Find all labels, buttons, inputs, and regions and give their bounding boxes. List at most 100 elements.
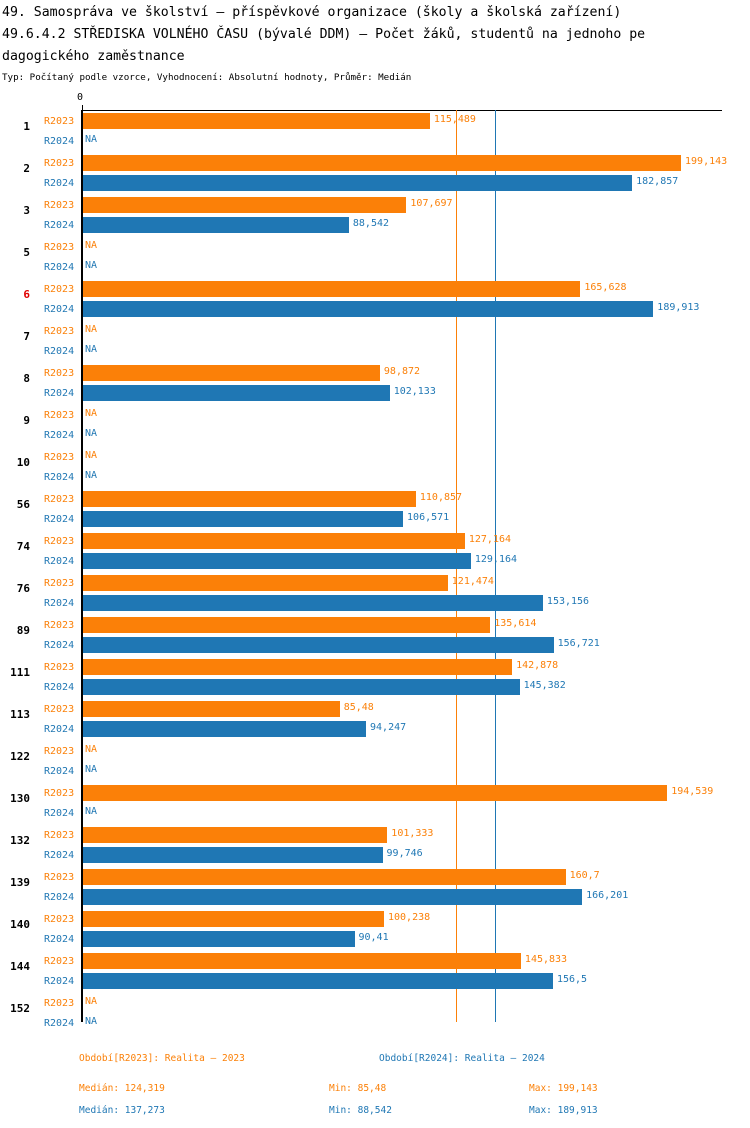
row-category-label: 140	[10, 918, 30, 931]
series-label-s2024: R2024	[44, 388, 75, 399]
chart-row-group: 10 R2023 NA R2024 NA	[0, 447, 750, 489]
bar-s2023[interactable]	[83, 785, 668, 801]
bar-s2024[interactable]	[83, 385, 390, 401]
bar-value-label-s2023: 115,489	[433, 114, 476, 125]
bar-value-label-s2023: 100,238	[388, 912, 431, 923]
row-category-label: 8	[23, 372, 30, 385]
bar-value-label-s2023: 145,833	[524, 954, 568, 965]
chart-header: 49. Samospráva ve školství – příspěvkové…	[0, 0, 750, 85]
bar-s2024[interactable]	[83, 175, 633, 191]
bar-s2024[interactable]	[83, 931, 355, 947]
series-label-s2024: R2024	[44, 682, 75, 693]
bar-value-label-s2024: 106,571	[407, 512, 450, 523]
bar-value-label-s2023: 110,857	[419, 492, 463, 503]
row-category-label: 5	[23, 246, 30, 259]
bar-s2024[interactable]	[83, 973, 553, 989]
row-category-label: 130	[10, 792, 30, 805]
title-line-2: 49.6.4.2 STŘEDISKA VOLNÉHO ČASU (bývalé …	[2, 27, 646, 42]
bar-value-label-s2023: 107,697	[410, 198, 453, 209]
bar-s2024[interactable]	[83, 217, 349, 233]
chart-row-group: 74 R2023 127,164 R2024 129,164	[0, 531, 750, 573]
chart-row-group: 76 R2023 121,474 R2024 153,156	[0, 573, 750, 615]
bar-value-label-s2023: 165,628	[584, 282, 627, 293]
bar-value-label-s2023: 85,48	[343, 702, 374, 713]
series-label-s2024: R2024	[44, 262, 75, 273]
bar-s2024[interactable]	[83, 553, 471, 569]
bar-value-label-s2023: 121,474	[451, 576, 494, 587]
title-line-3: dagogického zaměstnance	[2, 49, 185, 64]
series-label-s2023: R2023	[44, 116, 75, 127]
chart-row-group: 5 R2023 NA R2024 NA	[0, 237, 750, 279]
chart-row-group: 56 R2023 110,857 R2024 106,571	[0, 489, 750, 531]
chart-row-group: 9 R2023 NA R2024 NA	[0, 405, 750, 447]
stat-min-r2023: Min: 85,48	[329, 1083, 387, 1094]
chart-row-group: 2 R2023 199,143 R2024 182,857	[0, 153, 750, 195]
series-label-s2024: R2024	[44, 514, 75, 525]
series-label-s2023: R2023	[44, 494, 75, 505]
row-category-label: 139	[10, 876, 30, 889]
bar-s2023[interactable]	[83, 911, 384, 927]
bar-value-label-s2023: 142,878	[516, 660, 559, 671]
bar-na-label-s2024: NA	[85, 764, 98, 775]
bar-s2024[interactable]	[83, 679, 520, 695]
chart-row-group: 132 R2023 101,333 R2024 99,746	[0, 825, 750, 867]
bar-s2023[interactable]	[83, 827, 388, 843]
bar-s2023[interactable]	[83, 659, 513, 675]
bar-s2024[interactable]	[83, 721, 367, 737]
bar-s2023[interactable]	[83, 701, 340, 717]
bar-s2024[interactable]	[83, 637, 554, 653]
chart-row-group: 140 R2023 100,238 R2024 90,41	[0, 909, 750, 951]
chart-plot-area: 0 1 R2023 115,489 R2024 NA 2 R2023 199,143 R2024…	[0, 92, 750, 1029]
bar-value-label-s2024: 94,247	[370, 722, 407, 733]
bar-s2023[interactable]	[83, 953, 521, 969]
bar-s2023[interactable]	[83, 155, 682, 171]
bar-s2023[interactable]	[83, 617, 491, 633]
bar-s2024[interactable]	[83, 511, 404, 527]
bar-s2024[interactable]	[83, 889, 583, 905]
bar-s2023[interactable]	[83, 533, 465, 549]
axis-zero-tick-label: 0	[77, 92, 84, 103]
bar-s2023[interactable]	[83, 491, 416, 507]
bar-value-label-s2024: 88,542	[352, 218, 390, 229]
series-label-s2024: R2024	[44, 850, 75, 861]
bar-na-label-s2024: NA	[85, 260, 98, 271]
bar-na-label-s2024: NA	[85, 470, 98, 481]
axis-zero-tick-mark	[82, 105, 83, 111]
chart-stats-footer: Medián: 124,319 Min: 85,48 Max: 199,143 Med…	[0, 1083, 750, 1127]
bar-na-label-s2023: NA	[85, 324, 98, 335]
series-label-s2023: R2023	[44, 746, 75, 757]
row-category-label: 89	[16, 624, 30, 637]
bar-s2023[interactable]	[83, 575, 448, 591]
bar-value-label-s2024: 102,133	[393, 386, 436, 397]
chart-row-group: 89 R2023 135,614 R2024 156,721	[0, 615, 750, 657]
bar-value-label-s2023: 160,7	[569, 870, 600, 881]
series-label-s2023: R2023	[44, 788, 75, 799]
chart-row-group: 152 R2023 NA R2024 NA	[0, 993, 750, 1035]
bar-s2023[interactable]	[83, 365, 380, 381]
series-label-s2024: R2024	[44, 892, 75, 903]
bar-value-label-s2024: 99,746	[386, 848, 423, 859]
bar-s2024[interactable]	[83, 595, 543, 611]
row-category-label: 3	[23, 204, 30, 217]
bar-s2024[interactable]	[83, 847, 383, 863]
series-label-s2023: R2023	[44, 830, 75, 841]
bar-value-label-s2024: 156,5	[556, 974, 588, 985]
bar-value-label-s2024: 90,41	[358, 932, 389, 943]
row-category-label: 74	[16, 540, 30, 553]
bar-s2023[interactable]	[83, 197, 407, 213]
series-label-s2024: R2024	[44, 934, 75, 945]
bar-s2023[interactable]	[83, 281, 581, 297]
row-category-label: 111	[10, 666, 30, 679]
bar-s2024[interactable]	[83, 301, 654, 317]
bar-s2023[interactable]	[83, 113, 430, 129]
chart-row-group: 122 R2023 NA R2024 NA	[0, 741, 750, 783]
bar-na-label-s2023: NA	[85, 450, 98, 461]
series-label-s2023: R2023	[44, 872, 75, 883]
series-label-s2024: R2024	[44, 178, 75, 189]
bar-s2023[interactable]	[83, 869, 566, 885]
series-label-s2024: R2024	[44, 1018, 75, 1029]
series-label-s2024: R2024	[44, 640, 75, 651]
bar-value-label-s2024: 189,913	[657, 302, 700, 313]
series-label-s2023: R2023	[44, 536, 75, 547]
chart-row-group: 7 R2023 NA R2024 NA	[0, 321, 750, 363]
